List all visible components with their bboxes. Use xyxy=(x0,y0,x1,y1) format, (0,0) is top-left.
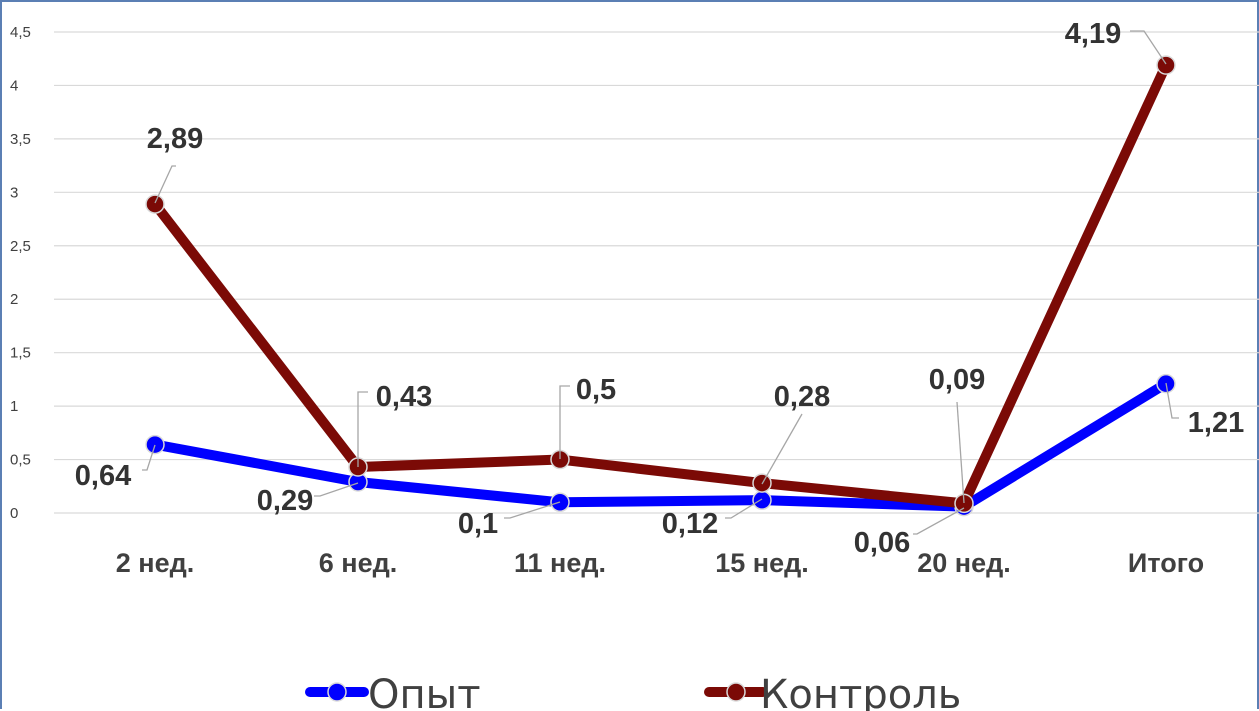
y-tick-label: 3 xyxy=(10,184,18,201)
leader-line xyxy=(560,386,570,459)
y-tick-label: 0,5 xyxy=(10,452,31,469)
y-tick-label: 3,5 xyxy=(10,131,31,148)
y-tick-label: 2,5 xyxy=(10,238,31,255)
series-line-kontrol xyxy=(155,65,1166,503)
data-label: 0,43 xyxy=(376,381,432,413)
leader-line xyxy=(314,483,358,496)
x-tick-label: 2 нед. xyxy=(116,548,194,578)
y-tick-label: 2 xyxy=(10,291,18,308)
leader-line xyxy=(913,508,964,534)
data-label: 0,29 xyxy=(257,485,313,517)
y-tick-label: 1,5 xyxy=(10,345,31,362)
legend-label: Контроль xyxy=(760,672,961,711)
data-point xyxy=(1157,56,1175,74)
leader-line xyxy=(155,166,176,203)
data-label: 0,64 xyxy=(75,460,131,492)
data-point xyxy=(146,436,164,454)
data-label: 0,28 xyxy=(774,381,830,413)
x-tick-label: Итого xyxy=(1128,548,1204,578)
legend-marker xyxy=(727,683,745,701)
data-label: 0,12 xyxy=(662,508,718,540)
data-label: 4,19 xyxy=(1065,18,1121,50)
x-tick-label: 20 нед. xyxy=(917,548,1011,578)
legend-marker xyxy=(328,683,346,701)
data-label: 0,5 xyxy=(576,374,616,406)
data-label: 0,1 xyxy=(458,508,498,540)
data-point xyxy=(753,491,771,509)
leader-line xyxy=(762,414,802,484)
leader-line xyxy=(957,402,964,503)
leader-line xyxy=(358,392,368,467)
legend-label: Опыт xyxy=(368,672,481,711)
data-label: 1,21 xyxy=(1188,407,1244,439)
y-tick-label: 4,5 xyxy=(10,24,31,41)
data-label: 2,89 xyxy=(147,123,203,155)
y-tick-label: 0 xyxy=(10,505,18,522)
y-tick-label: 4 xyxy=(10,77,18,94)
data-point xyxy=(146,195,164,213)
data-label: 0,06 xyxy=(854,527,910,559)
data-label: 0,09 xyxy=(929,364,985,396)
y-tick-label: 1 xyxy=(10,398,18,415)
x-tick-label: 15 нед. xyxy=(715,548,809,578)
x-tick-label: 6 нед. xyxy=(319,548,397,578)
x-tick-label: 11 нед. xyxy=(514,548,606,578)
